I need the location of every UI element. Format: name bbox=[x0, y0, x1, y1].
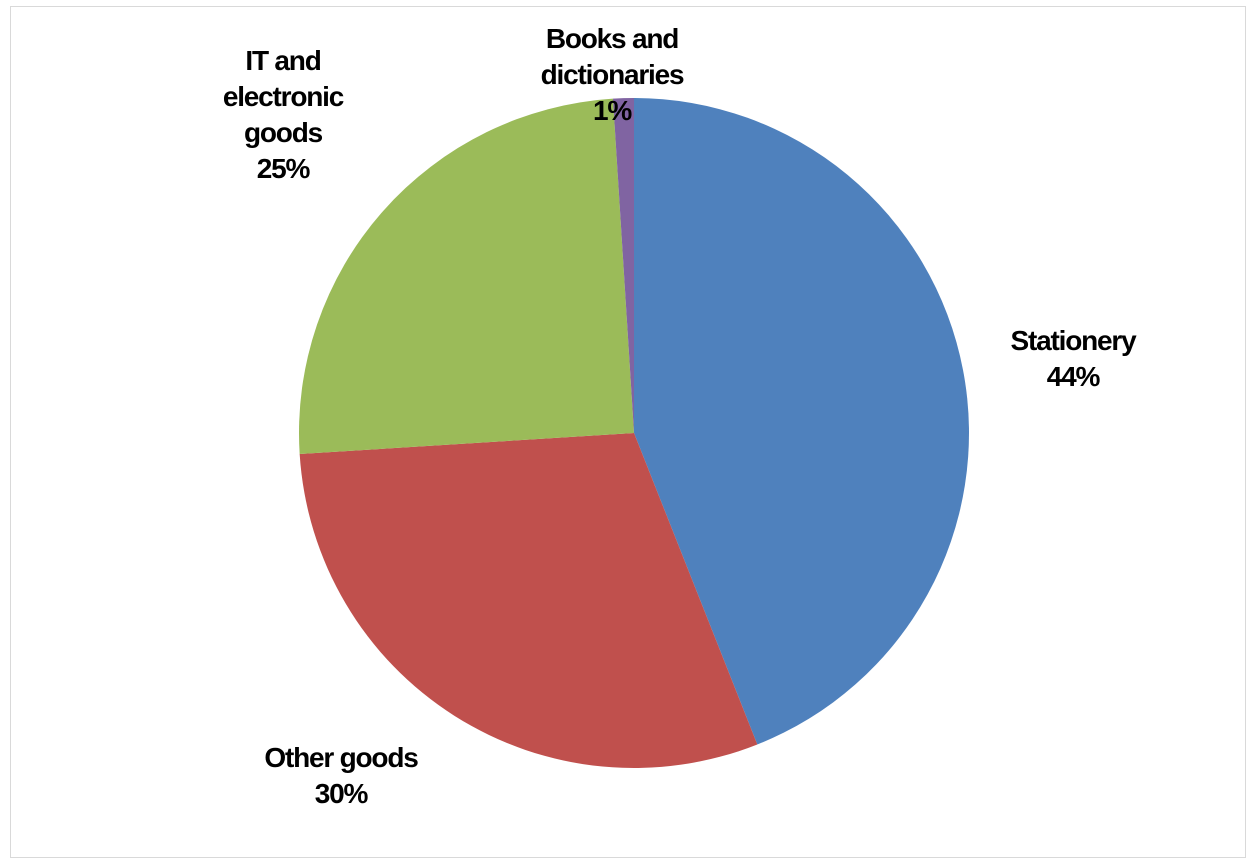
pie-slice-other-goods bbox=[299, 433, 758, 768]
data-label-it-and-electronic-goods: IT and electronic goods 25% bbox=[223, 45, 344, 184]
pie-slices bbox=[299, 98, 969, 768]
data-label-percent: 30% bbox=[315, 778, 369, 809]
data-label-books-and-dictionaries: Books and dictionaries 1% bbox=[541, 23, 684, 126]
data-label-name-line: goods bbox=[244, 117, 323, 148]
data-label-name-line: Books and bbox=[546, 23, 678, 54]
data-label-percent: 1% bbox=[593, 95, 632, 126]
data-label-name-line: dictionaries bbox=[541, 59, 684, 90]
data-label-other-goods: Other goods 30% bbox=[264, 742, 418, 809]
data-label-name-line: electronic bbox=[223, 81, 344, 112]
data-label-percent: 44% bbox=[1047, 361, 1101, 392]
pie-slice-stationery bbox=[634, 98, 969, 745]
data-label-percent: 25% bbox=[257, 153, 311, 184]
pie-slice-books-and-dictionaries bbox=[612, 98, 634, 433]
pie-slice-it-and-electronic-goods bbox=[299, 98, 634, 455]
data-label-name-line: Stationery bbox=[1011, 325, 1138, 356]
data-label-stationery: Stationery 44% bbox=[1011, 325, 1138, 392]
data-label-name-line: IT and bbox=[245, 45, 320, 76]
pie-labels: Stationery 44% Other goods 30% IT and electro… bbox=[223, 23, 1138, 809]
data-label-name-line: Other goods bbox=[264, 742, 418, 773]
